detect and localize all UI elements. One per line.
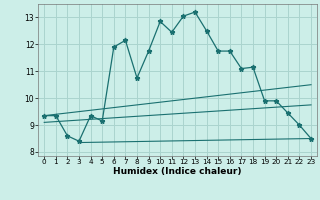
X-axis label: Humidex (Indice chaleur): Humidex (Indice chaleur) — [113, 167, 242, 176]
